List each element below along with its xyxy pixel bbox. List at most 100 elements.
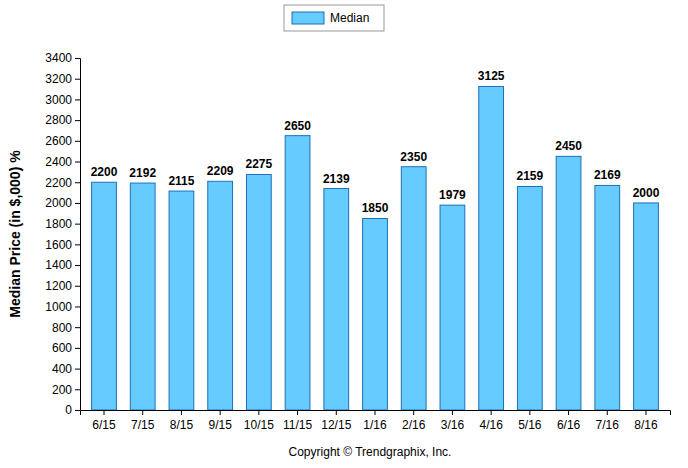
caption: Copyright © Trendgraphix, Inc. bbox=[289, 445, 452, 459]
data-label: 3125 bbox=[478, 69, 505, 83]
bar bbox=[595, 185, 620, 410]
y-tick-label: 3200 bbox=[45, 72, 72, 86]
data-label: 2450 bbox=[555, 139, 582, 153]
x-tick-mark bbox=[336, 410, 337, 415]
x-tick-label: 10/15 bbox=[244, 418, 274, 432]
x-tick-mark bbox=[607, 410, 608, 415]
bar bbox=[92, 182, 117, 410]
x-tick: 6/16 bbox=[557, 410, 581, 432]
y-tick-mark bbox=[75, 120, 80, 121]
x-tick-label: 1/16 bbox=[363, 418, 387, 432]
bar bbox=[479, 86, 504, 410]
y-tick-mark bbox=[75, 244, 80, 245]
x-tick-label: 6/15 bbox=[92, 418, 116, 432]
x-tick-mark bbox=[645, 410, 646, 415]
x-tick: 10/15 bbox=[244, 410, 274, 432]
y-tick-mark bbox=[75, 182, 80, 183]
x-tick-label: 8/15 bbox=[170, 418, 194, 432]
y-tick-label: 600 bbox=[52, 341, 72, 355]
x-tick: 11/15 bbox=[283, 410, 312, 432]
x-tick-mark bbox=[181, 410, 182, 415]
y-tick: 3400 bbox=[45, 51, 80, 65]
y-tick-label: 3400 bbox=[45, 51, 72, 65]
x-tick-mark bbox=[452, 410, 453, 415]
y-tick-mark bbox=[75, 369, 80, 370]
x-tick-mark bbox=[529, 410, 530, 415]
bar bbox=[363, 218, 388, 410]
y-tick: 3200 bbox=[45, 72, 80, 86]
x-tick-mark bbox=[220, 410, 221, 415]
y-tick-mark bbox=[75, 306, 80, 307]
y-axis: 0200400600800100012001400160018002000220… bbox=[45, 51, 80, 417]
y-tick: 2600 bbox=[45, 134, 80, 148]
x-tick-mark bbox=[491, 410, 492, 415]
x-tick: 7/15 bbox=[131, 410, 155, 432]
x-tick-label: 7/15 bbox=[131, 418, 155, 432]
bar bbox=[440, 205, 465, 410]
data-label: 2200 bbox=[91, 165, 118, 179]
data-label: 1850 bbox=[362, 201, 389, 215]
chart: 0200400600800100012001400160018002000220… bbox=[0, 0, 688, 468]
x-tick-label: 3/16 bbox=[441, 418, 465, 432]
bar bbox=[517, 186, 542, 410]
x-tick: 9/15 bbox=[208, 410, 232, 432]
x-tick-label: 2/16 bbox=[402, 418, 426, 432]
data-label: 2192 bbox=[129, 166, 156, 180]
bar bbox=[401, 167, 426, 410]
legend: Median bbox=[284, 5, 384, 31]
y-tick-mark bbox=[75, 410, 80, 411]
bar bbox=[130, 183, 155, 410]
y-tick-label: 1000 bbox=[45, 300, 72, 314]
data-labels: 2200219221152209227526502139185023501979… bbox=[91, 69, 660, 215]
y-tick: 800 bbox=[52, 321, 80, 335]
y-tick: 2800 bbox=[45, 113, 80, 127]
y-tick-label: 1800 bbox=[45, 217, 72, 231]
x-tick: 6/15 bbox=[92, 410, 116, 432]
x-tick: 8/15 bbox=[170, 410, 194, 432]
y-tick: 600 bbox=[52, 341, 80, 355]
x-tick-mark bbox=[104, 410, 105, 415]
y-tick-mark bbox=[75, 203, 80, 204]
x-tick-mark bbox=[375, 410, 376, 415]
y-tick-label: 2400 bbox=[45, 155, 72, 169]
x-tick-mark bbox=[568, 410, 569, 415]
y-tick: 400 bbox=[52, 362, 80, 376]
x-tick: 8/16 bbox=[634, 410, 658, 432]
y-tick: 2000 bbox=[45, 196, 80, 210]
y-tick-mark bbox=[75, 224, 80, 225]
y-tick-mark bbox=[75, 389, 80, 390]
y-tick-label: 400 bbox=[52, 362, 72, 376]
x-tick-label: 5/16 bbox=[518, 418, 542, 432]
data-label: 2000 bbox=[633, 186, 660, 200]
bar bbox=[208, 181, 233, 410]
x-tick-label: 7/16 bbox=[596, 418, 620, 432]
x-tick-mark bbox=[142, 410, 143, 415]
y-tick-mark bbox=[75, 327, 80, 328]
legend-label: Median bbox=[330, 11, 369, 25]
y-tick-label: 200 bbox=[52, 383, 72, 397]
y-tick-label: 800 bbox=[52, 321, 72, 335]
x-tick-label: 4/16 bbox=[479, 418, 503, 432]
y-tick: 0 bbox=[65, 403, 80, 417]
data-label: 2139 bbox=[323, 172, 350, 186]
data-label: 1979 bbox=[439, 188, 466, 202]
y-tick-label: 1400 bbox=[45, 258, 72, 272]
y-tick-mark bbox=[75, 99, 80, 100]
data-label: 2209 bbox=[207, 164, 234, 178]
y-tick-mark bbox=[75, 58, 80, 59]
x-tick: 12/15 bbox=[321, 410, 351, 432]
y-tick-mark bbox=[75, 265, 80, 266]
data-label: 2275 bbox=[246, 157, 273, 171]
x-tick: 7/16 bbox=[596, 410, 620, 432]
bar bbox=[634, 203, 659, 410]
x-tick: 5/16 bbox=[518, 410, 542, 432]
x-axis-line bbox=[81, 411, 671, 416]
y-tick-label: 2600 bbox=[45, 134, 72, 148]
x-tick-mark bbox=[413, 410, 414, 415]
data-label: 2115 bbox=[168, 174, 194, 188]
y-tick-mark bbox=[75, 79, 80, 80]
y-axis-line bbox=[75, 59, 81, 411]
y-tick-label: 1200 bbox=[45, 279, 72, 293]
x-tick-label: 12/15 bbox=[321, 418, 351, 432]
bars bbox=[92, 86, 659, 410]
